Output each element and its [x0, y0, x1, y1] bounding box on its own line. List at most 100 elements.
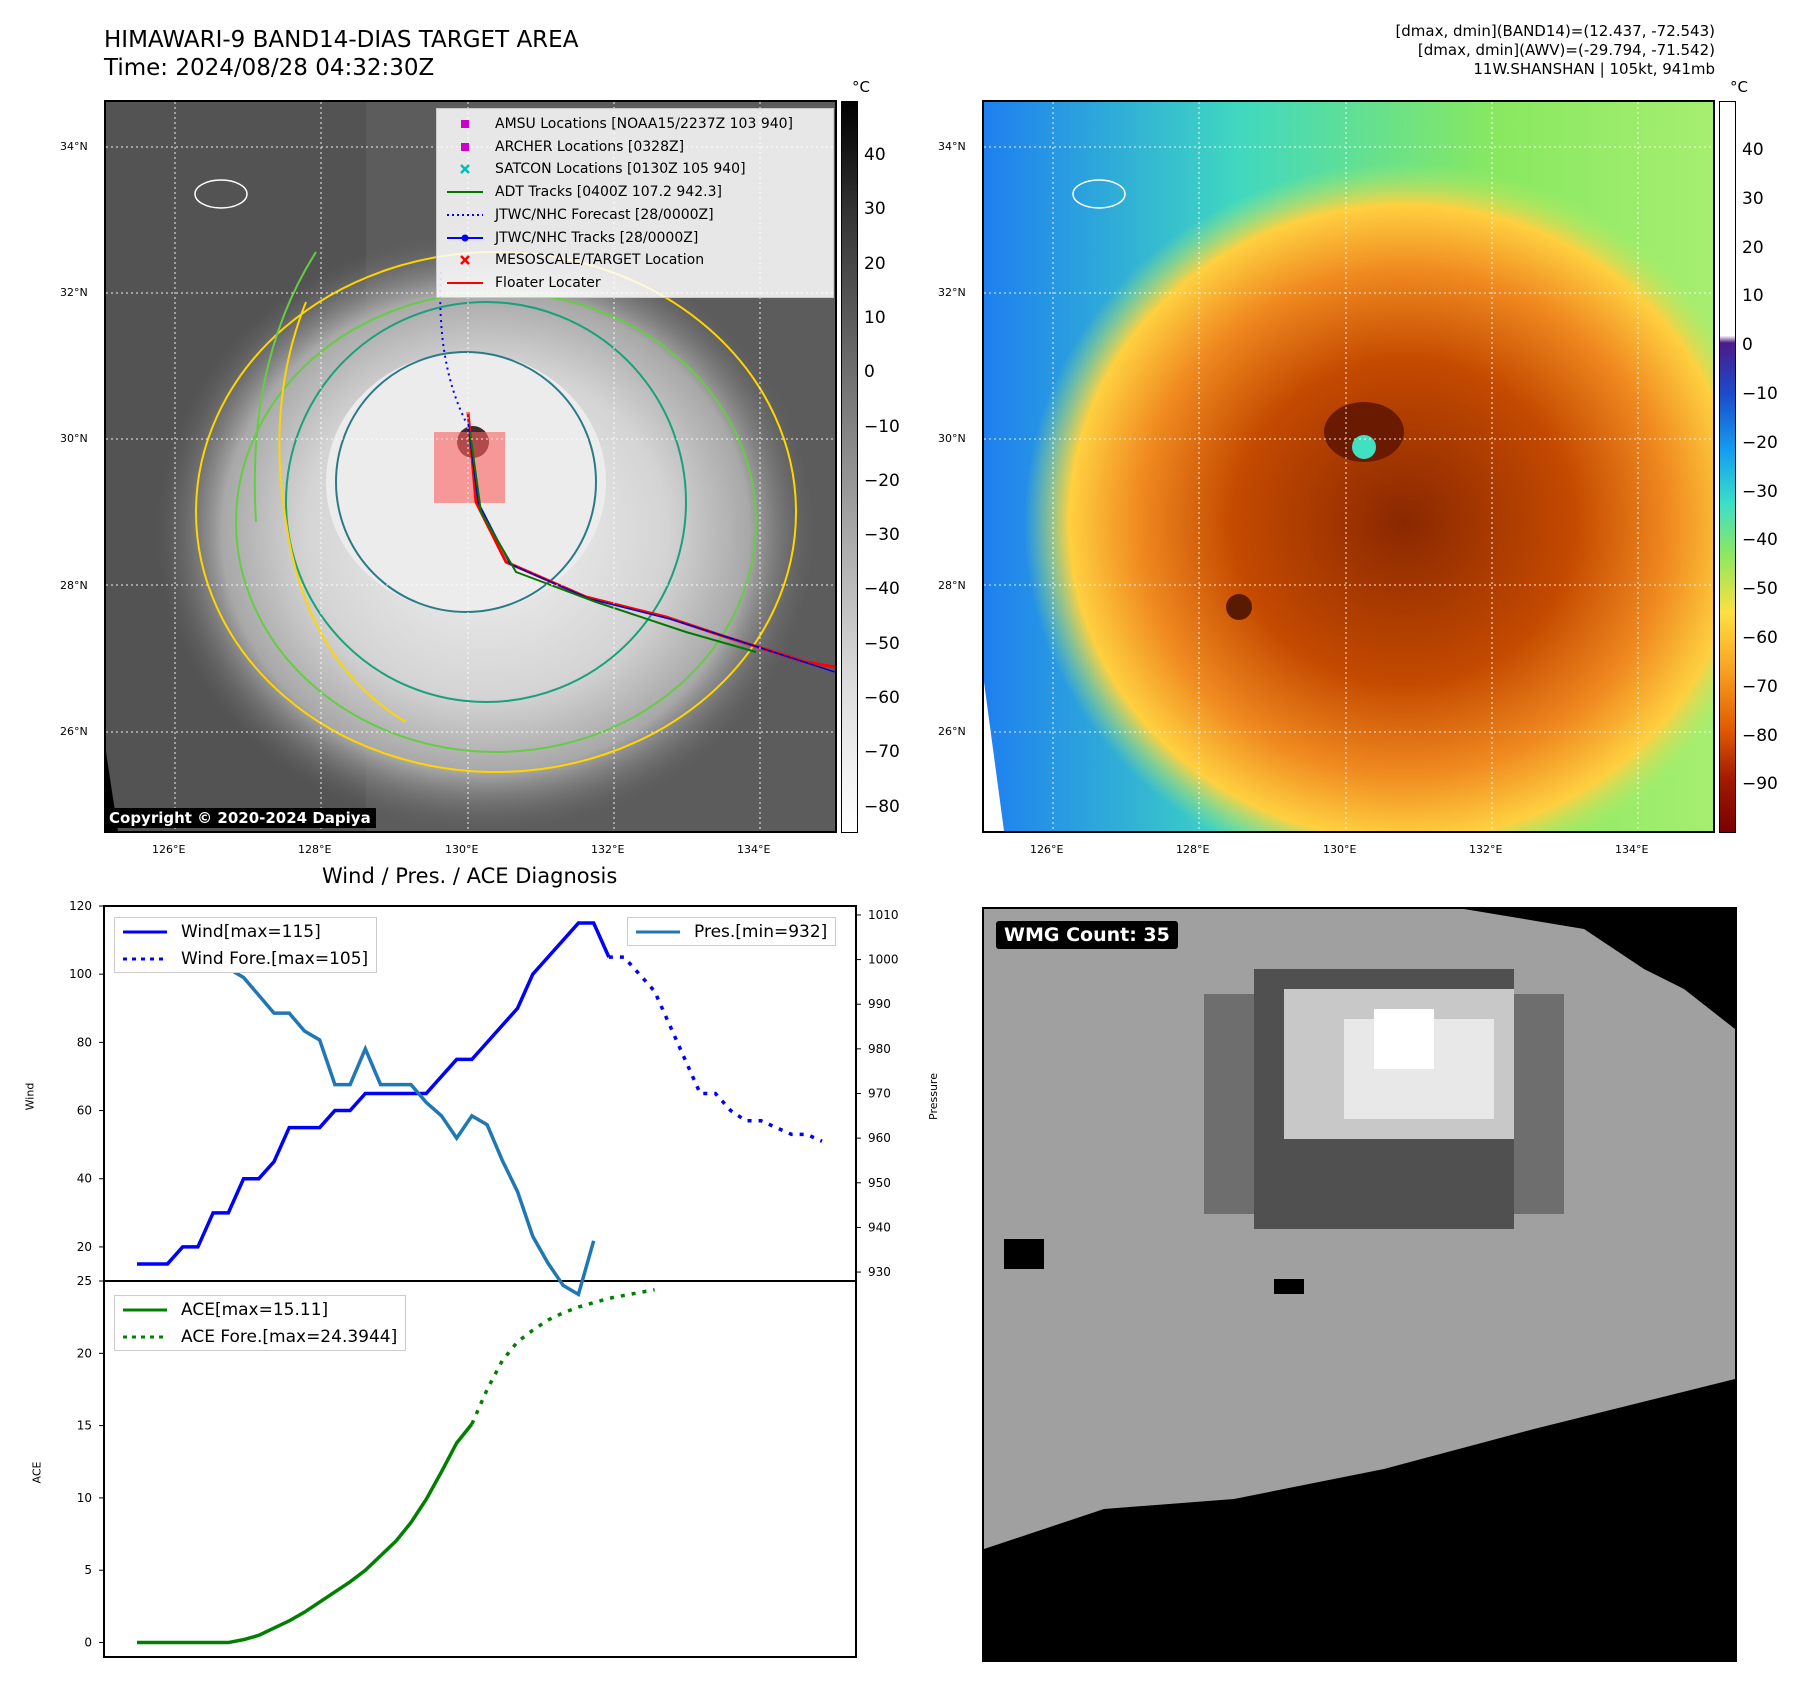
- colorbar-awv-tick: −50: [1742, 579, 1778, 600]
- pressure-tick-label: 990: [868, 997, 891, 1011]
- colorbar-ir-tick: 40: [864, 145, 886, 165]
- pressure-legend: Pres.[min=932]: [627, 917, 837, 946]
- pressure-tick-label: 940: [868, 1220, 891, 1234]
- map-legend-label: JTWC/NHC Tracks [28/0000Z]: [495, 229, 699, 246]
- colorbar-awv-tick: 10: [1742, 286, 1764, 307]
- wmg-image: [984, 909, 1735, 1660]
- awv-map-panel: [982, 100, 1715, 833]
- diagnosis-title: Wind / Pres. / ACE Diagnosis: [322, 864, 618, 888]
- pressure-tick-label: 1010: [868, 908, 899, 922]
- colorbar-awv-tick: −60: [1742, 628, 1778, 648]
- colorbar-awv: [1719, 101, 1736, 833]
- latitude-label: 34°N: [938, 140, 966, 153]
- latitude-label: 30°N: [60, 432, 88, 445]
- colorbar-awv-tick: −70: [1742, 676, 1778, 697]
- wind-series-line: [137, 921, 611, 1266]
- latitude-label: 32°N: [60, 286, 88, 299]
- ace-forecast-series-line: [470, 1288, 655, 1425]
- ace-tick-label: 0: [84, 1636, 92, 1650]
- figure-title: HIMAWARI-9 BAND14-DIAS TARGET AREA Time:…: [104, 27, 579, 81]
- awv-map-image: [984, 102, 1713, 831]
- longitude-label: 126°E: [1030, 843, 1064, 856]
- pressure-tick-label: 950: [868, 1176, 891, 1190]
- colorbar-ir-tick: 20: [864, 253, 886, 274]
- longitude-label: 126°E: [152, 843, 186, 856]
- ace-legend-label: ACE[max=15.11]: [181, 1299, 329, 1320]
- map-legend-item: JTWC/NHC Tracks [28/0000Z]: [445, 227, 698, 249]
- map-legend-item: Floater Locater: [445, 272, 601, 294]
- longitude-label: 134°E: [737, 843, 771, 856]
- map-legend-item: SATCON Locations [0130Z 105 940]: [445, 158, 746, 180]
- map-legend-item: ADT Tracks [0400Z 107.2 942.3]: [445, 181, 722, 203]
- copyright-label: Copyright © 2020-2024 Dapiya: [104, 808, 376, 828]
- map-legend-item: MESOSCALE/TARGET Location: [445, 249, 704, 271]
- diagnosis-chart: 2040608010012093094095096097098099010001…: [69, 899, 899, 1658]
- map-legend-label: ADT Tracks [0400Z 107.2 942.3]: [495, 184, 722, 201]
- wmg-panel: [982, 907, 1737, 1662]
- ace-tick-label: 10: [77, 1491, 92, 1505]
- map-legend-item: AMSU Locations [NOAA15/2237Z 103 940]: [445, 113, 793, 135]
- ace-series-line: [137, 1422, 474, 1645]
- colorbar-awv-tick: 40: [1742, 140, 1764, 160]
- latitude-label: 26°N: [938, 725, 966, 738]
- colorbar-awv-tick: 0: [1742, 335, 1753, 356]
- pressure-tick-label: 930: [868, 1265, 891, 1279]
- pressure-tick-label: 960: [868, 1131, 891, 1145]
- longitude-label: 130°E: [445, 843, 479, 856]
- figure-stats: [dmax, dmin](BAND14)=(12.437, -72.543) […: [1395, 22, 1715, 78]
- colorbar-ir-tick: −70: [864, 742, 900, 763]
- pressure-tick-label: 970: [868, 1087, 891, 1101]
- colorbar-ir-tick: −20: [864, 470, 900, 491]
- wind-tick-label: 60: [77, 1104, 92, 1118]
- latitude-label: 28°N: [938, 579, 966, 592]
- wmg-count-badge: WMG Count: 35: [996, 921, 1178, 949]
- map-legend-label: AMSU Locations [NOAA15/2237Z 103 940]: [495, 116, 794, 132]
- ace-legend: ACE[max=15.11] ACE Fore.[max=24.3944]: [114, 1295, 407, 1351]
- colorbar-awv-tick: −80: [1742, 725, 1778, 746]
- map-legend-label: SATCON Locations [0130Z 105 940]: [495, 161, 746, 178]
- map-legend: AMSU Locations [NOAA15/2237Z 103 940] ARC…: [436, 108, 834, 298]
- latitude-label: 28°N: [60, 579, 88, 592]
- latitude-label: 34°N: [60, 140, 88, 153]
- colorbar-ir-tick: 30: [864, 199, 886, 220]
- wind-tick-label: 120: [69, 899, 92, 913]
- colorbar-ir-tick: −40: [864, 579, 900, 600]
- wind-tick-label: 80: [77, 1035, 92, 1049]
- colorbar-ir-tick: −10: [864, 416, 900, 437]
- ace-forecast-legend-label: ACE Fore.[max=24.3944]: [181, 1326, 398, 1347]
- wind-forecast-legend-label: Wind Fore.[max=105]: [181, 948, 369, 969]
- longitude-label: 128°E: [1176, 843, 1210, 856]
- pressure-tick-label: 980: [868, 1042, 891, 1056]
- colorbar-ir: [841, 101, 858, 833]
- wind-legend-label: Wind[max=115]: [181, 921, 321, 942]
- wind-forecast-series-line: [608, 955, 823, 1143]
- latitude-label: 32°N: [938, 286, 966, 299]
- colorbar-awv-tick: −30: [1742, 481, 1778, 502]
- map-legend-label: Floater Locater: [495, 274, 601, 291]
- ace-tick-label: 20: [77, 1346, 92, 1360]
- longitude-label: 132°E: [1469, 843, 1503, 856]
- map-legend-label: MESOSCALE/TARGET Location: [495, 252, 705, 269]
- colorbar-ir-tick: 10: [864, 307, 886, 328]
- colorbar-ir-tick: −30: [864, 525, 900, 546]
- longitude-label: 134°E: [1615, 843, 1649, 856]
- longitude-label: 128°E: [298, 843, 332, 856]
- colorbar-ir-tick: −50: [864, 633, 900, 654]
- pressure-tick-label: 1000: [868, 953, 899, 967]
- colorbar-awv-tick: −90: [1742, 774, 1778, 795]
- colorbar-awv-tick: 30: [1742, 188, 1764, 209]
- map-legend-label: ARCHER Locations [0328Z]: [495, 138, 685, 155]
- map-legend-item: ARCHER Locations [0328Z]: [445, 136, 684, 158]
- ace-tick-label: 15: [77, 1419, 92, 1433]
- colorbar-ir-unit: °C: [852, 78, 870, 96]
- colorbar-awv-unit: °C: [1730, 78, 1748, 96]
- pressure-legend-label: Pres.[min=932]: [694, 921, 828, 942]
- colorbar-awv-tick: −20: [1742, 432, 1778, 453]
- map-legend-item: JTWC/NHC Forecast [28/0000Z]: [445, 204, 714, 226]
- wind-tick-label: 100: [69, 967, 92, 981]
- ace-axes-frame: [103, 1280, 857, 1658]
- pressure-series-line: [137, 948, 596, 1298]
- colorbar-ir-tick: −80: [864, 796, 900, 817]
- wind-tick-label: 40: [77, 1172, 92, 1186]
- colorbar-ir-tick: −60: [864, 688, 900, 708]
